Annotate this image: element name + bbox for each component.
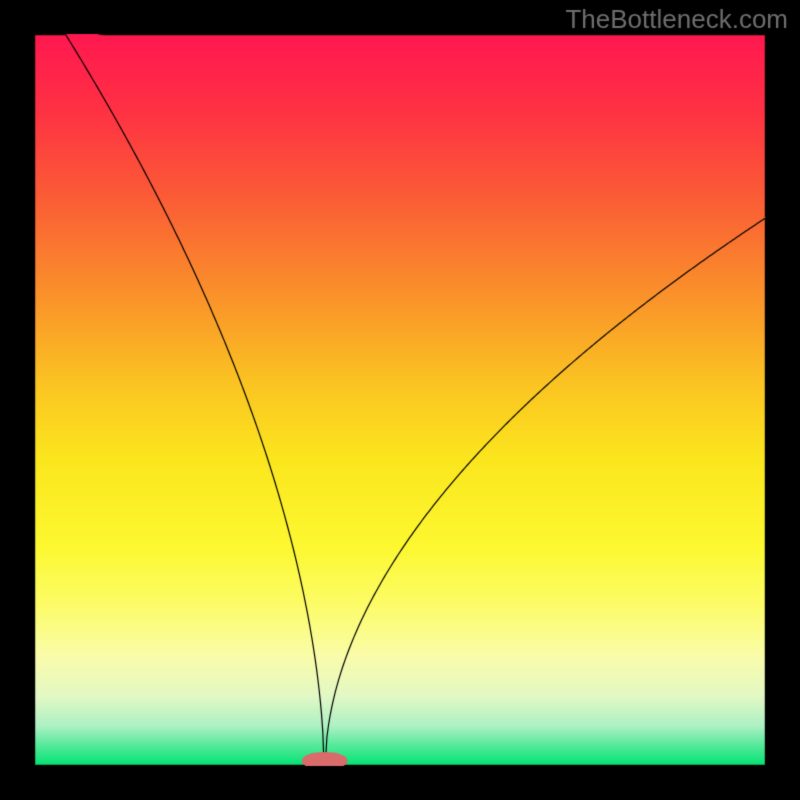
- bottleneck-chart: [0, 0, 800, 800]
